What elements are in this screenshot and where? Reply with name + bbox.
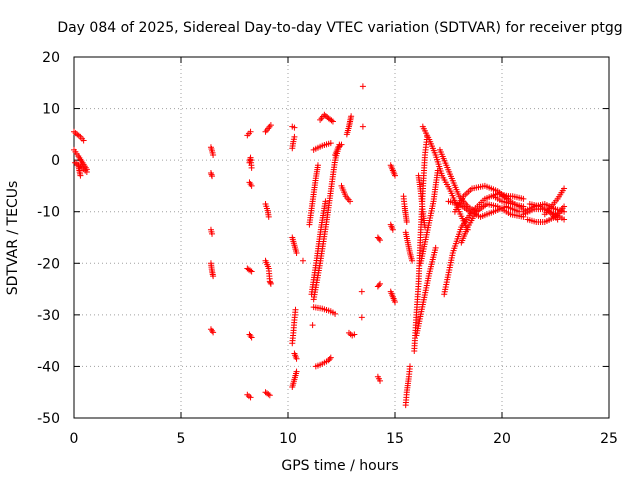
data-point <box>403 219 410 226</box>
data-point <box>209 173 216 180</box>
data-point <box>409 257 416 264</box>
grid-layer <box>74 57 609 418</box>
y-tick-label: -50 <box>37 411 60 427</box>
data-point <box>266 392 273 399</box>
data-point <box>210 329 217 336</box>
data-point <box>248 182 255 189</box>
data-point <box>338 141 345 148</box>
data-point <box>375 282 382 289</box>
data-point <box>293 368 300 375</box>
data-point <box>520 195 527 202</box>
data-point <box>377 280 384 287</box>
data-point <box>265 213 272 220</box>
data-point <box>248 334 255 341</box>
data-point <box>209 327 216 334</box>
data-point <box>267 122 274 129</box>
y-tick-label: 0 <box>51 153 60 169</box>
data-point <box>314 162 321 169</box>
data-point <box>327 140 334 147</box>
data-point <box>351 331 358 338</box>
data-point <box>520 203 527 210</box>
data-point <box>389 226 396 233</box>
data-point <box>248 164 255 171</box>
y-tick-label: -40 <box>37 359 60 375</box>
data-point <box>210 151 217 158</box>
data-point <box>561 185 568 192</box>
data-point <box>358 314 365 321</box>
data-point <box>377 237 384 244</box>
data-point <box>247 128 254 135</box>
data-point <box>293 355 300 362</box>
data-point <box>309 322 316 329</box>
y-tick-label: 20 <box>42 50 60 66</box>
y-tick-label: 10 <box>42 102 60 118</box>
data-point <box>247 394 254 401</box>
data-point <box>326 355 333 362</box>
chart-title: Day 084 of 2025, Sidereal Day-to-day VTE… <box>57 20 622 36</box>
data-point <box>348 113 355 120</box>
plot-frame <box>73 56 610 419</box>
x-tick-label: 0 <box>70 431 79 447</box>
data-point <box>247 267 254 274</box>
y-tick-label: -20 <box>37 256 60 272</box>
data-point <box>267 280 274 287</box>
data-point <box>291 133 298 140</box>
data-point <box>328 117 335 124</box>
data-point <box>293 249 300 256</box>
x-axis-label: GPS time / hours <box>281 458 398 474</box>
data-point <box>83 169 90 176</box>
data-point <box>359 83 366 90</box>
y-tick-label: -30 <box>37 308 60 324</box>
y-tick-label: -10 <box>37 205 60 221</box>
data-point <box>209 230 216 237</box>
data-point <box>289 340 296 347</box>
data-point <box>266 278 273 285</box>
data-point <box>359 123 366 130</box>
data-point <box>432 244 439 251</box>
x-tick-label: 20 <box>493 431 511 447</box>
data-point <box>265 391 272 398</box>
y-axis-label: SDTVAR / TECUs <box>5 181 21 296</box>
data-point <box>77 172 84 179</box>
data-point <box>392 298 398 305</box>
data-point <box>377 377 384 384</box>
x-tick-label: 5 <box>177 431 186 447</box>
data-point <box>210 273 217 280</box>
data-point <box>329 118 336 125</box>
axis-ticks: 0 5 10 15 20 25 -50 -40 -30 -20 -10 0 10 20 <box>37 50 618 447</box>
data-point <box>267 279 274 286</box>
x-tick-label: 10 <box>279 431 297 447</box>
data-point <box>207 170 214 177</box>
data-point <box>208 171 215 178</box>
data-point <box>561 203 568 210</box>
data-point <box>291 124 298 131</box>
data-point <box>358 288 365 295</box>
data-point <box>561 216 568 223</box>
data-points <box>71 83 568 409</box>
data-point <box>80 137 87 144</box>
data-point <box>322 198 329 205</box>
data-point <box>332 310 339 317</box>
data-point <box>347 198 354 205</box>
data-point <box>247 333 254 340</box>
data-point <box>327 354 334 361</box>
data-point <box>299 257 306 264</box>
data-point <box>375 235 382 242</box>
data-point <box>392 172 398 179</box>
x-tick-label: 25 <box>600 431 618 447</box>
data-point <box>248 268 255 275</box>
data-point <box>406 363 413 370</box>
x-tick-label: 15 <box>386 431 404 447</box>
